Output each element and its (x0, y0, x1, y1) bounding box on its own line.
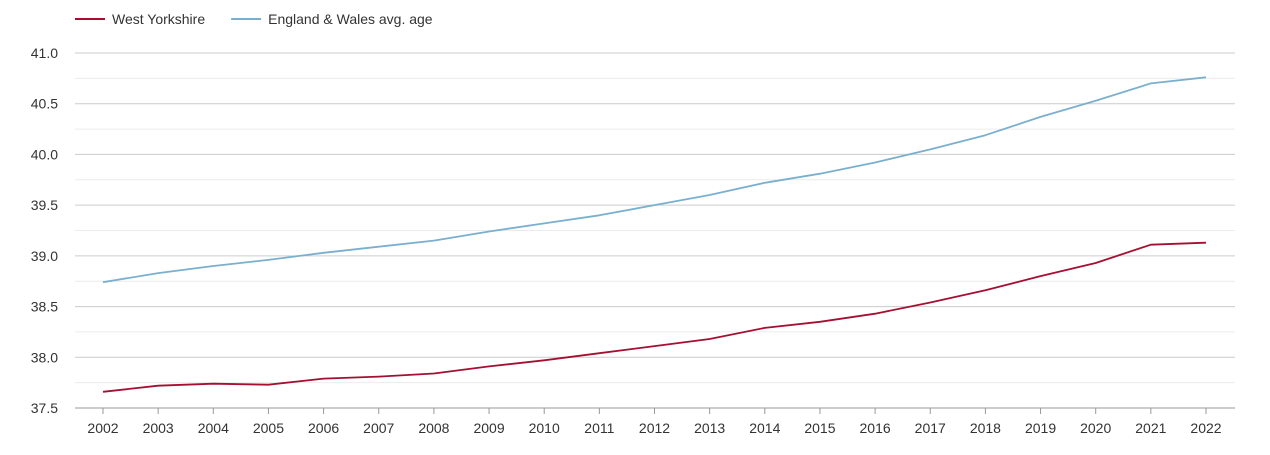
legend-label-england-wales-avg-age: England & Wales avg. age (268, 11, 433, 27)
y-tick-label: 41.0 (31, 45, 58, 61)
y-tick-label: 40.5 (31, 96, 58, 112)
series-line-west-yorkshire (102, 241, 1207, 393)
y-axis: 37.5 38.0 38.5 39.0 39.5 40.0 40.5 41.0 (31, 45, 58, 416)
y-tick-label: 40.0 (31, 146, 58, 162)
x-tick-label: 2013 (694, 420, 725, 436)
x-tick-label: 2019 (1025, 420, 1056, 436)
grid (75, 52, 1235, 409)
y-tick-label: 39.5 (31, 197, 58, 213)
x-tick-label: 2008 (418, 420, 449, 436)
x-tick-label: 2015 (804, 420, 835, 436)
x-tick-label: 2021 (1135, 420, 1166, 436)
x-axis: 2002 2003 2004 2005 2006 2007 2008 2009 2010 2011… (75, 407, 1235, 436)
x-tick-label: 2018 (970, 420, 1001, 436)
x-tick-label: 2012 (639, 420, 670, 436)
series-layer (102, 76, 1207, 393)
legend: West Yorkshire England & Wales avg. age (75, 11, 433, 27)
x-tick-label: 2010 (529, 420, 560, 436)
x-tick-label: 2003 (143, 420, 174, 436)
series-line-england-wales-avg-age (102, 76, 1207, 284)
x-tick-label: 2017 (915, 420, 946, 436)
x-tick-label: 2014 (749, 420, 780, 436)
x-tick-label: 2009 (473, 420, 504, 436)
x-tick-label: 2020 (1080, 420, 1111, 436)
x-tick-label: 2007 (363, 420, 394, 436)
y-tick-label: 38.0 (31, 349, 58, 365)
x-tick-label: 2005 (253, 420, 284, 436)
x-tick-label: 2006 (308, 420, 339, 436)
y-tick-label: 38.5 (31, 299, 58, 315)
x-tick-label: 2016 (860, 420, 891, 436)
y-tick-label: 39.0 (31, 248, 58, 264)
legend-label-west-yorkshire: West Yorkshire (112, 11, 205, 27)
x-tick-label: 2022 (1190, 420, 1221, 436)
x-tick-label: 2004 (198, 420, 229, 436)
x-tick-label: 2002 (87, 420, 118, 436)
x-tick-label: 2011 (584, 420, 614, 436)
y-tick-label: 37.5 (31, 400, 58, 416)
